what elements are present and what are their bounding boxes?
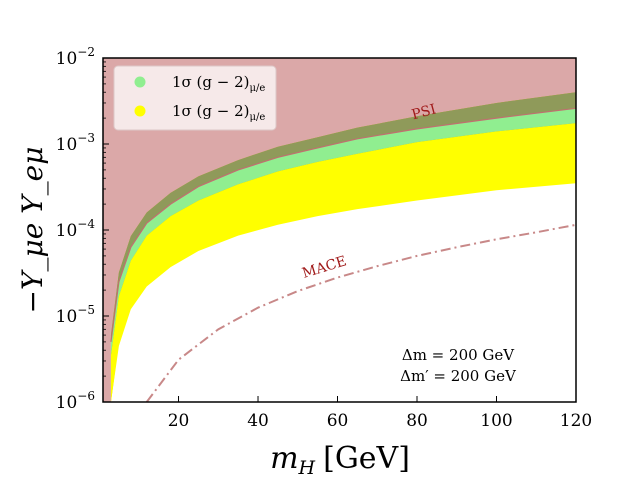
x-tick-label: 120: [560, 411, 592, 431]
legend: 1σ (g − 2)μ/e 1σ (g − 2)μ/e: [113, 65, 277, 131]
x-axis-var: m: [270, 441, 298, 476]
legend-entry-green-label: 1σ (g − 2): [172, 73, 250, 91]
x-axis-sub: H: [298, 457, 316, 479]
y-tick-label: 10−6: [56, 389, 95, 413]
y-tick-label: 10−2: [56, 45, 95, 69]
x-tick-label: 20: [168, 411, 190, 431]
x-axis-unit: [GeV]: [323, 441, 410, 476]
y-axis-title: −Y_μe Y_eμ: [16, 147, 49, 314]
annotation-delta-m: Δm = 200 GeV: [402, 346, 515, 364]
mace-curve: [145, 223, 576, 402]
y-tick-label: 10−5: [56, 303, 95, 327]
x-axis-title: mH [GeV]: [270, 441, 410, 479]
legend-entry-yellow: 1σ (g − 2)μ/e: [172, 102, 265, 123]
x-tick-label: 100: [480, 411, 512, 431]
y-tick-label: 10−3: [56, 131, 95, 155]
annotation-delta-m-prime: Δm′ = 200 GeV: [400, 367, 517, 385]
legend-marker-yellow: [134, 105, 146, 117]
label-psi: PSI: [410, 102, 438, 124]
x-axis: 20 40 60 80 100 120: [168, 396, 592, 431]
band-yellow: [110, 123, 576, 402]
legend-entry-yellow-label: 1σ (g − 2): [172, 102, 250, 120]
y-axis: 10−6 10−5 10−4 10−3 10−2: [56, 45, 109, 413]
psi-line: [110, 107, 576, 342]
legend-entry-green: 1σ (g − 2)μ/e: [172, 73, 265, 94]
x-tick-label: 40: [247, 411, 269, 431]
legend-entry-green-sub: μ/e: [250, 83, 266, 94]
legend-marker-green: [134, 76, 146, 88]
x-tick-label: 60: [327, 411, 349, 431]
x-tick-label: 80: [406, 411, 428, 431]
y-tick-label: 10−4: [56, 217, 96, 241]
legend-box: [113, 65, 277, 131]
legend-entry-yellow-sub: μ/e: [250, 112, 266, 123]
